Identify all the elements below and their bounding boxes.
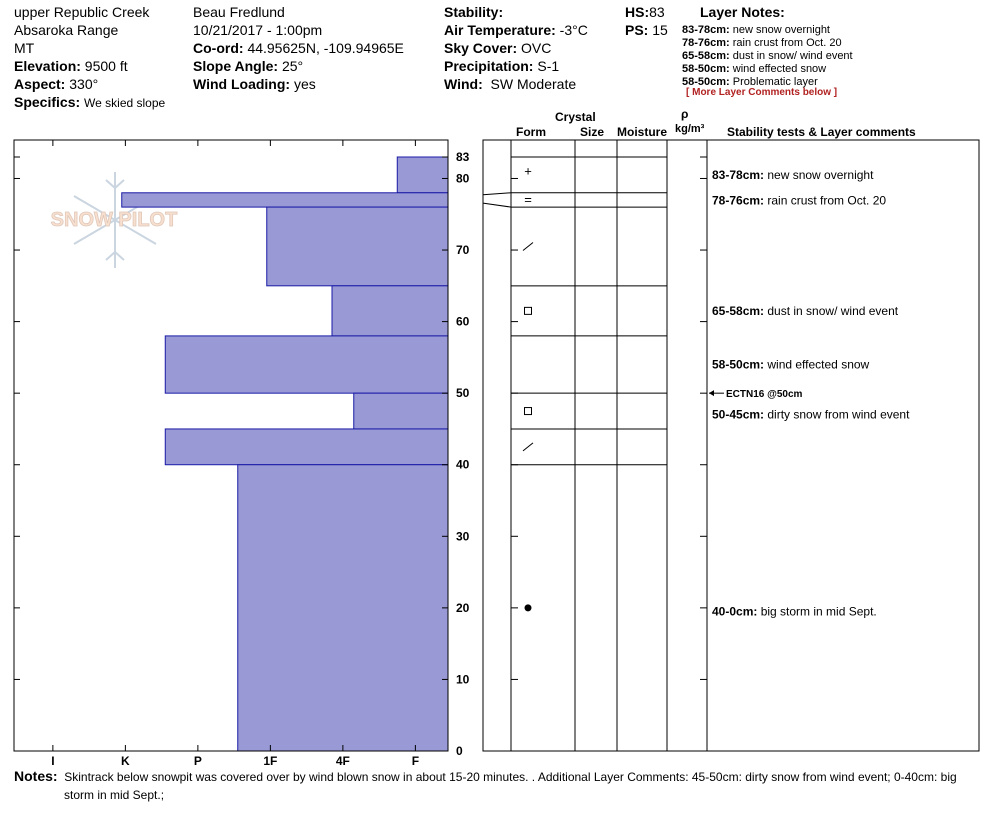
hardness-bar — [396, 156, 449, 194]
density-rho-header: ρ — [681, 107, 689, 121]
y-tick-label: 70 — [456, 243, 470, 257]
wind-loading: Wind Loading: yes — [193, 76, 316, 92]
grain-decomposing-icon — [522, 442, 534, 452]
y-tick-label: 10 — [456, 672, 470, 686]
snowpilot-logo: SNOW PILOT — [50, 172, 178, 268]
layer-comment: 40-0cm: big storm in mid Sept. — [712, 604, 877, 618]
notes-line-1: Notes: Skintrack below snowpit was cover… — [14, 768, 957, 784]
aspect: Aspect: 330° — [14, 76, 99, 92]
hardness-bar — [266, 206, 449, 287]
hardness-bar — [121, 192, 449, 208]
slope-angle: Slope Angle: 25° — [193, 58, 304, 74]
x-tick-label: F — [412, 754, 419, 768]
layer-note: 65-58cm: dust in snow/ wind event — [682, 50, 853, 62]
layer-notes-title: Layer Notes: — [700, 4, 785, 20]
hs: HS:83 — [625, 4, 665, 20]
stability-test-label: ECTN16 @50cm — [726, 389, 803, 400]
crystal-header: Crystal — [555, 110, 596, 124]
coordinates: Co-ord: 44.95625N, -109.94965E — [193, 40, 404, 56]
logo-text: SNOW PILOT — [51, 209, 178, 231]
hardness-bar — [353, 392, 449, 430]
more-layer-comments-link[interactable]: [ More Layer Comments below ] — [686, 87, 838, 98]
ps: PS: 15 — [625, 22, 668, 38]
layer-comment: 83-78cm: new snow overnight — [712, 168, 874, 182]
grain-melt-freeze-icon: = — [524, 192, 532, 207]
boundary-connector — [482, 192, 512, 196]
y-tick-label: 30 — [456, 529, 470, 543]
grain-rounded-icon — [524, 604, 532, 612]
x-tick-label: K — [121, 754, 130, 768]
y-tick-label: 50 — [456, 386, 470, 400]
grain-faceted-icon — [524, 407, 532, 416]
layer-table-frame — [482, 139, 980, 752]
x-tick-label: I — [51, 754, 54, 768]
y-tick-label: 0 — [456, 744, 463, 758]
y-tick-label: 40 — [456, 458, 470, 472]
precipitation: Precipitation: S-1 — [444, 58, 560, 74]
air-temperature: Air Temperature: -3°C — [444, 22, 588, 38]
x-tick-label: 4F — [336, 754, 350, 768]
layer-note: 58-50cm: Problematic layer — [682, 76, 818, 88]
layer-note: 83-78cm: new snow overnight — [682, 24, 830, 36]
grain-faceted-icon — [524, 306, 532, 315]
layer-note: 78-76cm: rain crust from Oct. 20 — [682, 37, 842, 49]
y-tick-label: 83 — [456, 150, 470, 164]
elevation: Elevation: 9500 ft — [14, 58, 128, 74]
size-header: Size — [580, 125, 605, 139]
hardness-bar — [164, 335, 449, 394]
specifics: Specifics: We skied slope — [14, 94, 166, 110]
hardness-plot-frame — [13, 139, 449, 752]
layer-comment: 78-76cm: rain crust from Oct. 20 — [712, 194, 886, 208]
y-tick-label: 60 — [456, 315, 470, 329]
location-line-2: Absaroka Range — [14, 22, 119, 38]
wind: Wind: SW Moderate — [444, 76, 577, 92]
layer-comment: 50-45cm: dirty snow from wind event — [712, 408, 910, 422]
x-tick-label: P — [194, 754, 202, 768]
y-tick-label: 20 — [456, 601, 470, 615]
notes-line-2: storm in mid Sept.; — [64, 788, 165, 802]
grain-new-snow-icon: + — [524, 163, 532, 178]
x-tick-label: 1F — [263, 754, 277, 768]
layer-note: 58-50cm: wind effected snow — [682, 63, 827, 75]
boundary-connector — [482, 202, 512, 208]
hardness-bar — [237, 464, 449, 752]
hardness-bar — [164, 428, 449, 466]
observer: Beau Fredlund — [193, 4, 285, 20]
stability-comments-header: Stability tests & Layer comments — [727, 125, 916, 139]
layer-comment: 58-50cm: wind effected snow — [712, 358, 870, 372]
hardness-bar — [331, 285, 449, 337]
location-line-1: upper Republic Creek — [14, 4, 150, 20]
datetime: 10/21/2017 - 1:00pm — [193, 22, 323, 38]
grain-decomposing-icon — [522, 242, 534, 251]
location-line-3: MT — [14, 40, 35, 56]
form-header: Form — [516, 125, 546, 139]
y-tick-label: 80 — [456, 171, 470, 185]
sky-cover: Sky Cover: OVC — [444, 40, 552, 56]
moisture-header: Moisture — [617, 125, 668, 139]
stability: Stability: — [444, 4, 504, 20]
arrow-head-icon — [709, 390, 714, 397]
layer-comment: 65-58cm: dust in snow/ wind event — [712, 304, 899, 318]
density-unit-header: kg/m³ — [675, 123, 705, 135]
